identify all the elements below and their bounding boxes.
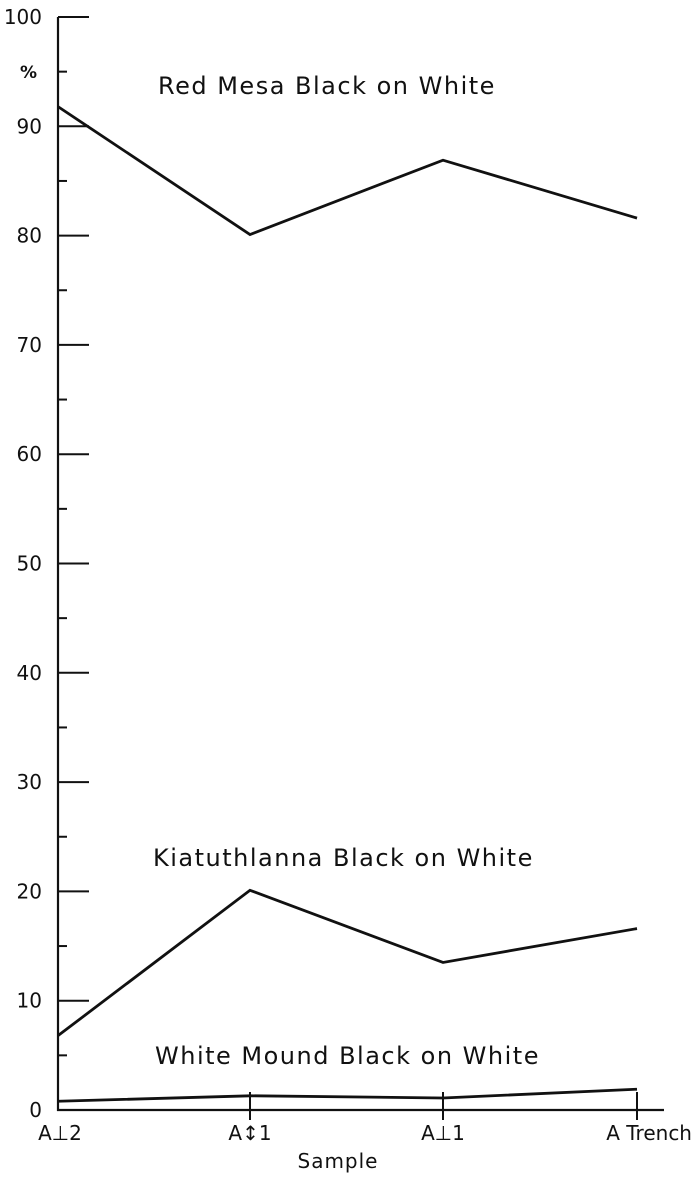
y-tick-label: 80: [17, 224, 42, 248]
y-tick-label: 60: [17, 442, 42, 466]
x-axis-label: Sample: [298, 1149, 379, 1173]
y-tick-label: 40: [17, 661, 42, 685]
x-tick-label: A⊥1: [421, 1121, 465, 1145]
x-axis-ticks: A⊥2 A↕1 A⊥1 A Trench: [38, 1092, 692, 1145]
y-tick-label: 30: [17, 770, 42, 794]
series-line-3: [57, 1087, 638, 1103]
series-label-kiatuthlanna: Kiatuthlanna Black on White: [153, 844, 534, 872]
x-tick-label: A⊥2: [38, 1121, 82, 1145]
x-tick-label: A Trench: [606, 1121, 692, 1145]
series-label-white-mound: White Mound Black on White: [155, 1042, 540, 1070]
y-tick-label: 50: [17, 552, 42, 576]
series-lines: [57, 105, 638, 1103]
y-axis-ticks: 0 10 20 30 40 50 60 70 80 90 100: [4, 5, 89, 1122]
x-tick-label: A↕1: [228, 1121, 271, 1145]
y-tick-label: 10: [17, 989, 42, 1013]
y-axis-label: %: [20, 63, 37, 83]
series-line-1: [57, 105, 638, 237]
y-tick-label: 0: [29, 1098, 42, 1122]
y-tick-label: 100: [4, 5, 42, 29]
y-tick-label: 90: [17, 114, 42, 138]
series-label-red-mesa: Red Mesa Black on White: [158, 72, 496, 100]
y-tick-label: 20: [17, 879, 42, 903]
series-line-2: [57, 888, 638, 1037]
y-tick-label: 70: [17, 333, 42, 357]
